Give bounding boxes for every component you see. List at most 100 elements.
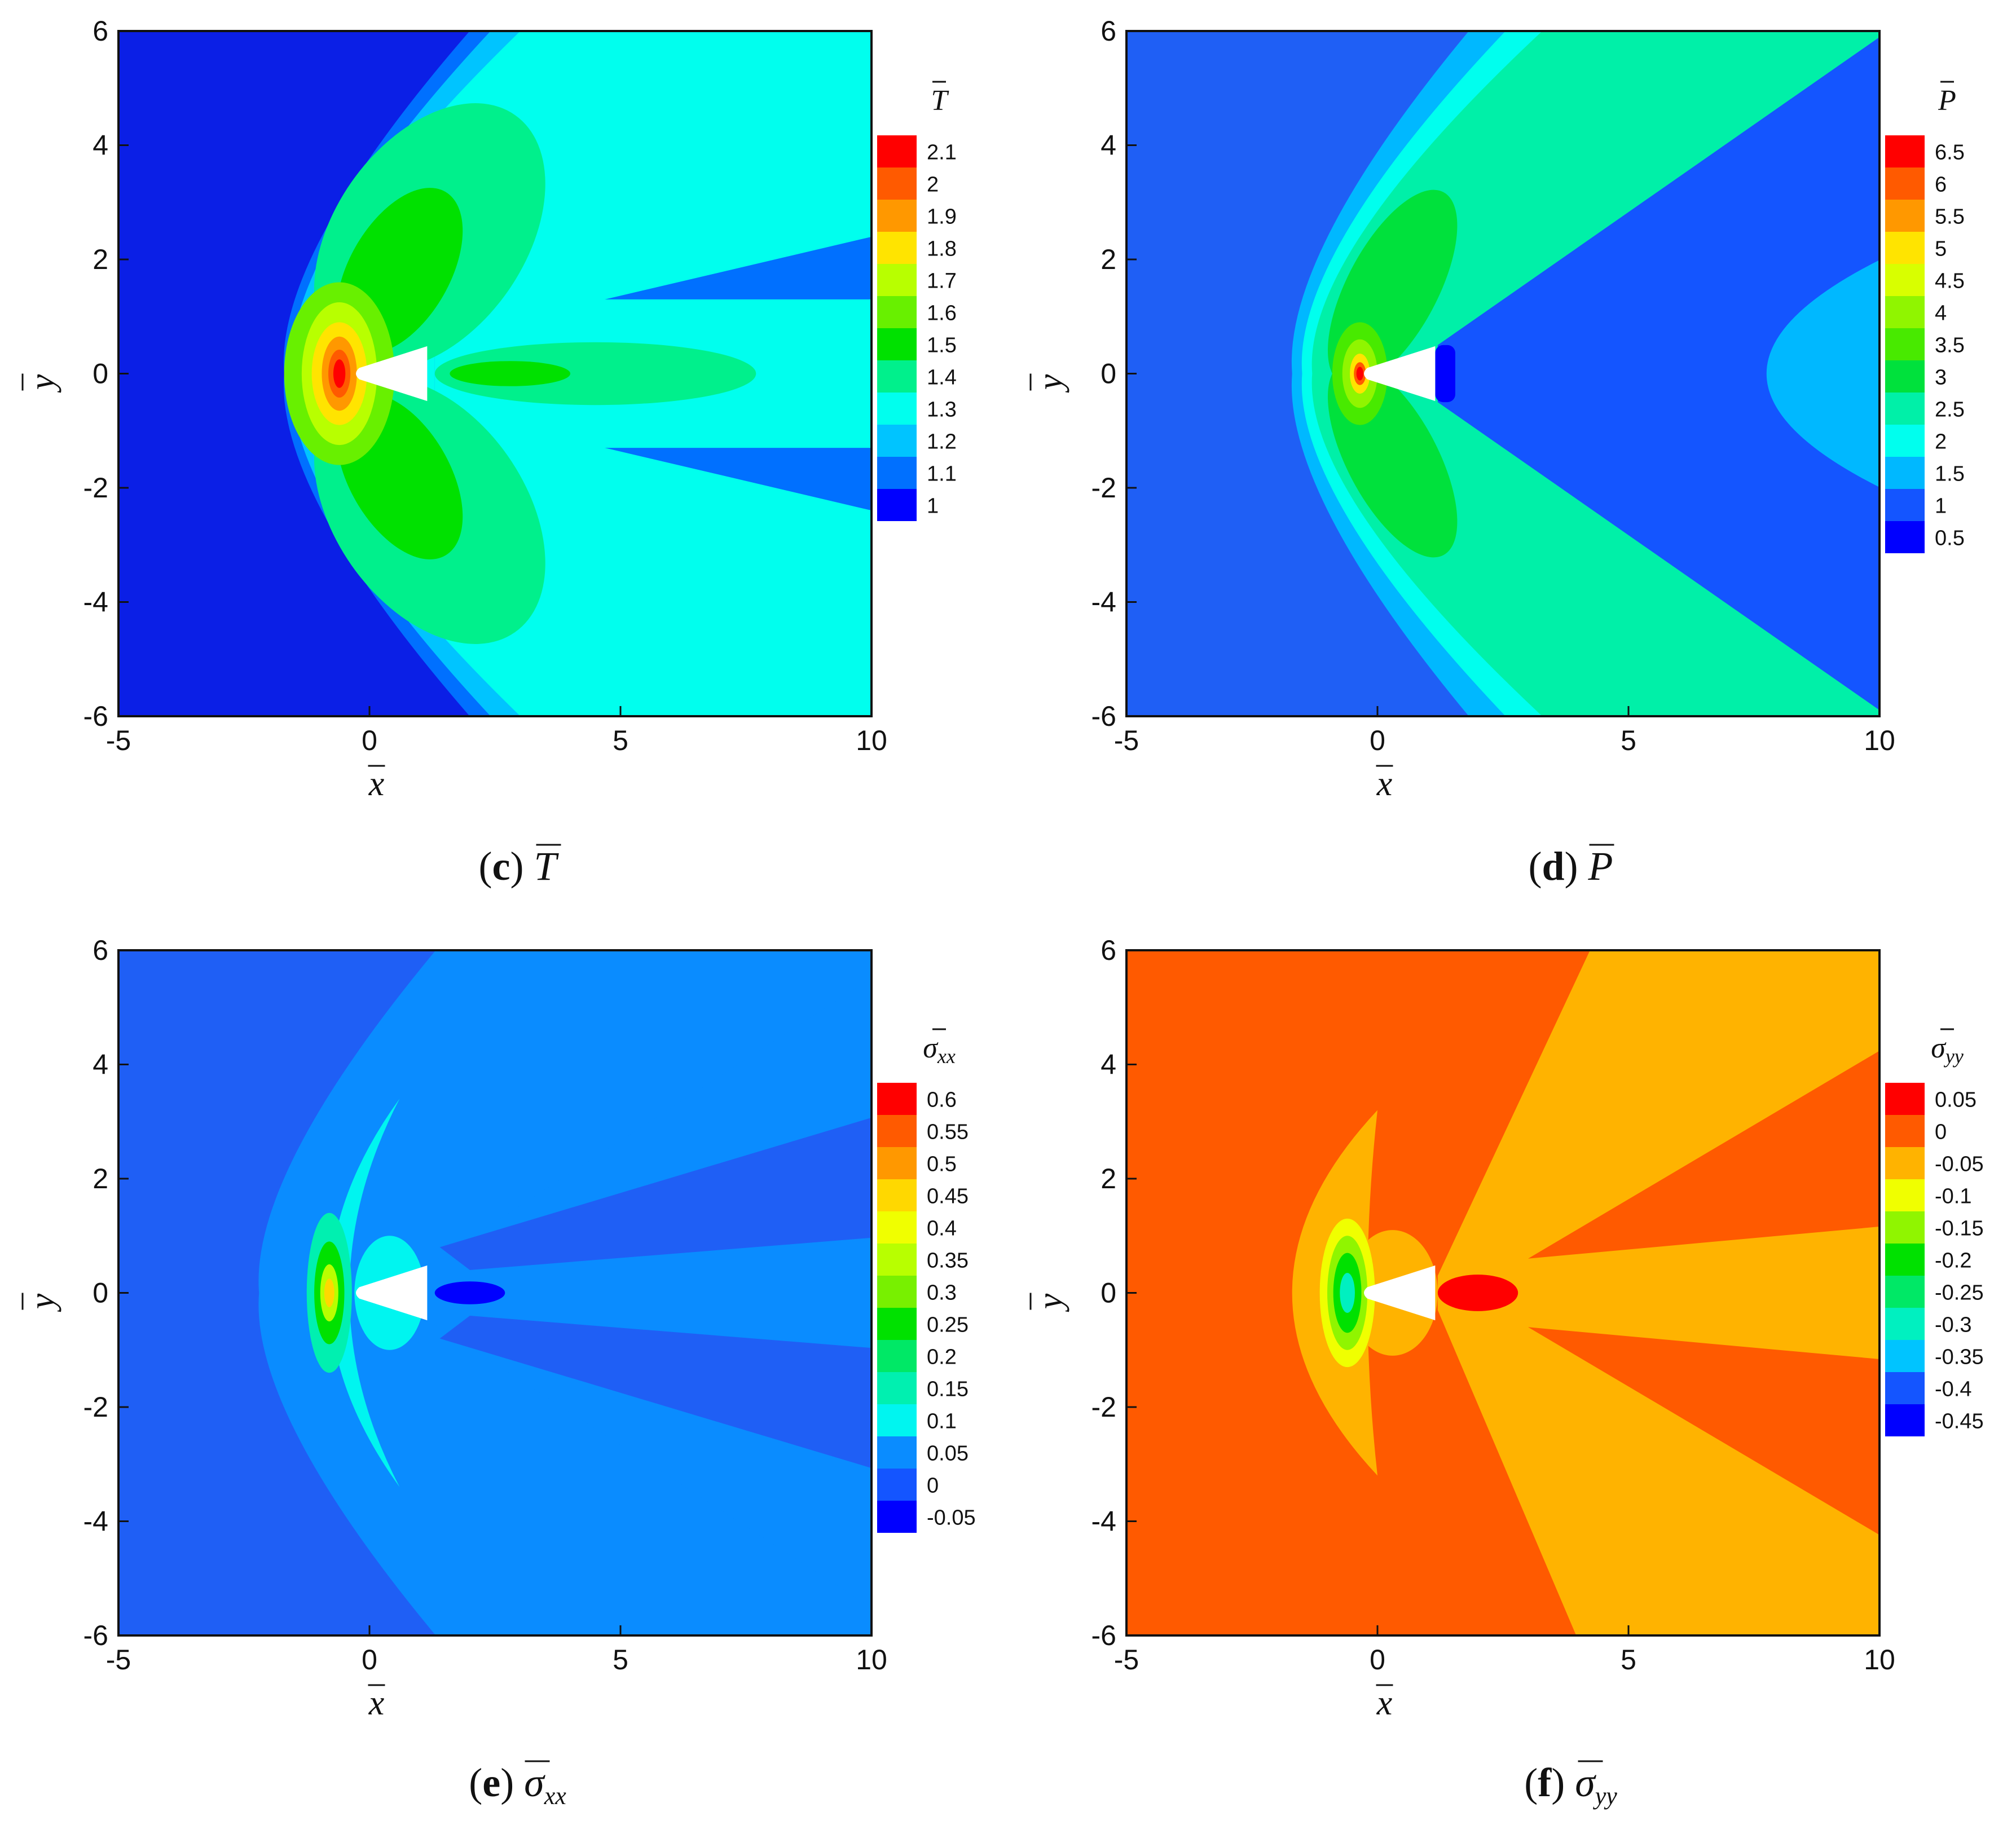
chart-f-svg: -5 0 5 10 6 4 2 0 -2 -4 -6 x y 0.05 0 -0.05 -0.1 -0.15 -0.… (1029, 934, 1984, 1810)
legend-level-label: -0.1 (1935, 1185, 1971, 1209)
legend-level-label: 0.1 (927, 1410, 957, 1434)
legend-level-label: 1 (1935, 495, 1947, 518)
y-tick-label: -4 (1091, 587, 1116, 618)
legend-swatch (877, 296, 917, 328)
legend-swatch (1885, 296, 1925, 328)
x-axis-label: x (1376, 1684, 1393, 1722)
y-axis-label: y (23, 1293, 61, 1312)
legend-swatch (1885, 167, 1925, 200)
legend-swatch (877, 1436, 917, 1469)
expansion-region (1437, 37, 1879, 711)
legend-level-label: 1 (927, 495, 939, 518)
x-tick-label: 5 (1621, 1644, 1636, 1676)
legend-swatch (877, 1501, 917, 1533)
y-tick-label: 0 (93, 1277, 108, 1309)
legend-swatch (1885, 1115, 1925, 1147)
legend-swatch (1885, 1083, 1925, 1115)
x-tick-label: -5 (1114, 725, 1139, 756)
y-tick-label: -6 (1091, 700, 1116, 732)
y-tick-label: 2 (1101, 244, 1116, 275)
stagnation-contour (1340, 1273, 1355, 1313)
caption-tag-letter: e (482, 1760, 500, 1805)
legend-swatch (1885, 1244, 1925, 1276)
caption-subscript: xx (544, 1782, 567, 1810)
legend-swatch (1885, 1276, 1925, 1308)
y-tick-label: 6 (1101, 934, 1116, 966)
legend-swatch (877, 1244, 917, 1276)
x-tick-label: 10 (856, 725, 887, 756)
legend-level-label: -0.25 (1935, 1281, 1984, 1305)
legend-level-label: 1.1 (927, 462, 957, 486)
legend-level-label: -0.35 (1935, 1346, 1984, 1369)
x-tick-label: -5 (1114, 1644, 1139, 1676)
panel-e: -5 0 5 10 6 4 2 0 -2 -4 -6 x y 0.6 0.55 0.5 0.45 0.4 0.35 0… (0, 919, 1008, 1840)
legend-level-label: 1.5 (1935, 462, 1965, 486)
x-tick-label: 0 (1370, 725, 1385, 756)
x-tick-label: 10 (1864, 1644, 1895, 1676)
legend-level-label: 2.1 (927, 141, 957, 165)
y-tick-label: 2 (93, 1163, 108, 1194)
caption-tag: ( (479, 844, 492, 889)
legend-swatch (877, 167, 917, 200)
y-tick-label: 2 (1101, 1163, 1116, 1194)
legend-swatch (877, 1340, 917, 1372)
x-tick-label: 5 (613, 725, 628, 756)
x-tick-label: 10 (1864, 725, 1895, 756)
y-tick-label: -2 (83, 472, 108, 504)
y-tick-label: 2 (93, 244, 108, 275)
legend-swatch (877, 1179, 917, 1211)
y-tick-label: -2 (83, 1391, 108, 1423)
caption-tag-letter: c (492, 844, 510, 889)
legend-level-label: 0.55 (927, 1121, 969, 1144)
y-tick-label: 4 (1101, 1049, 1116, 1081)
caption-tag: ( (469, 1760, 482, 1805)
legend-title: P (1938, 85, 1956, 117)
legend-swatch (877, 264, 917, 296)
legend-swatch (877, 1115, 917, 1147)
legend-level-label: 1.3 (927, 398, 957, 422)
caption-tag-close: ) (1565, 844, 1588, 889)
y-axis-label: y (1031, 1293, 1069, 1312)
x-tick-label: -5 (106, 1644, 131, 1676)
legend-level-label: 6 (1935, 173, 1947, 197)
caption-tag-letter: d (1542, 844, 1564, 889)
legend-level-label: -0.05 (927, 1506, 976, 1530)
y-tick-label: 0 (1101, 358, 1116, 390)
chart-d-svg: -5 0 5 10 6 4 2 0 -2 -4 -6 x y 6.5 6 5.5 5 4.5 4 3.5 3 2.5 2 1.… (1029, 15, 1965, 889)
legend-swatch (1885, 1211, 1925, 1244)
panel-f: -5 0 5 10 6 4 2 0 -2 -4 -6 x y 0.05 0 -0.05 -0.1 -0.15 -0.… (1008, 919, 2016, 1840)
wake-gap (439, 1316, 871, 1469)
x-axis-label: x (368, 1684, 385, 1722)
contour-field (118, 950, 871, 1635)
legend-swatch (1885, 1340, 1925, 1372)
legend-swatch (1885, 232, 1925, 264)
legend-swatch (877, 200, 917, 232)
legend-swatch (1885, 1308, 1925, 1340)
panel-caption: (e) σxx (469, 1760, 566, 1810)
y-axis-label: y (1031, 374, 1069, 393)
y-tick-label: 4 (1101, 130, 1116, 161)
legend-level-label: -0.45 (1935, 1410, 1984, 1434)
stagnation-contour (1356, 367, 1364, 381)
wake-recovery (1766, 260, 1879, 487)
legend-swatch (877, 1147, 917, 1179)
x-axis-label: x (368, 765, 385, 803)
legend-swatch (877, 1083, 917, 1115)
legend-level-label: 2 (927, 173, 939, 197)
caption-tag: ( (1524, 1760, 1538, 1805)
caption-variable: P (1588, 844, 1613, 889)
legend-swatch (1885, 457, 1925, 489)
y-axis-label: y (23, 374, 61, 393)
base-region (1435, 345, 1455, 403)
legend-level-label: 0.6 (927, 1088, 957, 1112)
legend-level-label: -0.2 (1935, 1249, 1971, 1273)
x-axis-label: x (1376, 765, 1393, 803)
legend-swatch (877, 135, 917, 167)
legend-swatch (1885, 1179, 1925, 1211)
caption-subscript: yy (1593, 1782, 1618, 1810)
caption-variable: T (534, 844, 559, 889)
legend-swatch (1885, 521, 1925, 553)
legend-level-label: -0.3 (1935, 1313, 1971, 1337)
body-cone (356, 1265, 428, 1321)
legend-title: σyy (1931, 1032, 1964, 1068)
